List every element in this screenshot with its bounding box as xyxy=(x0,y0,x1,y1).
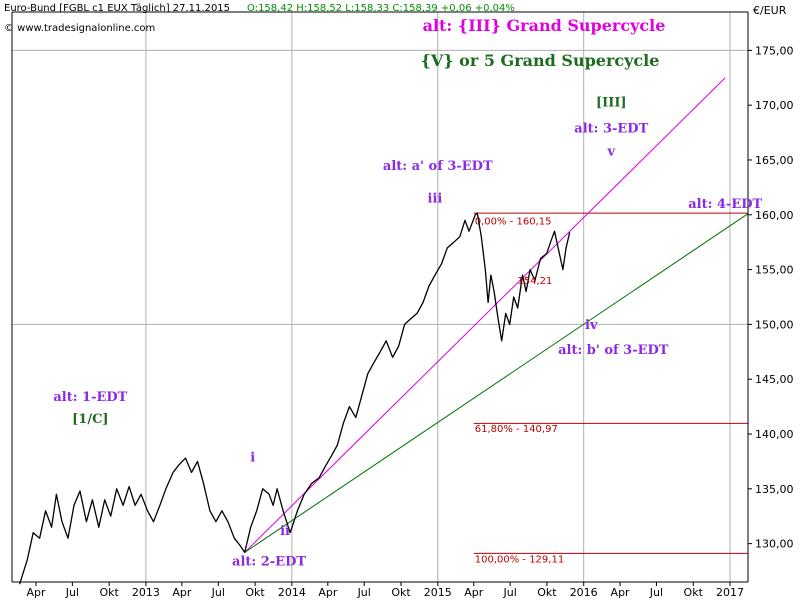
y-tick-label: 135,00 xyxy=(755,483,794,496)
trend-lines xyxy=(244,77,749,553)
annotation-wave-i: i xyxy=(250,450,255,465)
x-tick-label: Jul xyxy=(65,586,79,599)
annotation-alt-2-edt: alt: 2-EDT xyxy=(232,555,306,570)
y-ticks: 130,00 135,00 140,00 145,00 150,00 155,00 160,… xyxy=(748,44,794,551)
magenta-trend-line xyxy=(244,77,726,553)
main-title: {V} or 5 Grand Supercycle xyxy=(421,51,660,70)
x-tick-label: Jul xyxy=(502,586,516,599)
grid-layer xyxy=(12,12,748,582)
alt-title: alt: {III} Grand Supercycle xyxy=(423,16,666,35)
annotation-wave-iii: iii xyxy=(428,192,443,207)
y-tick-label: 150,00 xyxy=(755,318,794,331)
fib-level-label: 61,80% - 140,97 xyxy=(475,424,558,435)
annotation-wave-1-c: [1/C] xyxy=(72,412,108,427)
ohlc-label: O:158,42 H:158,52 L:158,33 C:158,39 +0,0… xyxy=(247,3,515,14)
annotation-wave-v: v xyxy=(606,145,615,160)
x-tick-label: Okt xyxy=(99,586,119,599)
price-series xyxy=(18,212,571,585)
axes xyxy=(11,11,749,583)
annotation-alt-a-of-3-edt: alt: a' of 3-EDT xyxy=(383,159,493,174)
x-tick-label: Apr xyxy=(464,586,484,599)
instrument-label: Euro-Bund [FGBL c1 EUX Täglich] 27.11.20… xyxy=(4,3,230,14)
currency-label: €/EUR xyxy=(753,4,787,17)
x-tick-label: 2017 xyxy=(716,586,744,599)
y-tick-label: 160,00 xyxy=(755,209,794,222)
x-tick-label: Okt xyxy=(684,586,704,599)
x-tick-label: Apr xyxy=(318,586,338,599)
price-line xyxy=(18,212,571,585)
y-tick-label: 145,00 xyxy=(755,373,794,386)
x-tick-label: Okt xyxy=(537,586,557,599)
x-tick-label: Apr xyxy=(172,586,192,599)
green-trend-line xyxy=(244,213,749,553)
x-tick-label: Jul xyxy=(211,586,225,599)
x-tick-label: Jul xyxy=(649,586,663,599)
y-tick-label: 170,00 xyxy=(755,99,794,112)
x-ticks: Apr Jul Okt 2013 Apr Jul Okt 2014 Apr Jul Okt 2015 A… xyxy=(26,582,744,599)
x-tick-label: Apr xyxy=(26,586,46,599)
annotation-wave-III: [III] xyxy=(596,95,627,110)
x-tick-label: Okt xyxy=(245,586,265,599)
x-tick-label: Apr xyxy=(611,586,631,599)
x-tick-label: Jul xyxy=(357,586,371,599)
annotation-alt-3-edt: alt: 3-EDT xyxy=(574,122,648,137)
annotation-alt-4-edt: alt: 4-EDT xyxy=(688,197,762,212)
annotation-wave-ii: ii xyxy=(280,524,290,539)
y-tick-label: 175,00 xyxy=(755,44,794,57)
annotation-alt-1-edt: alt: 1-EDT xyxy=(53,390,127,405)
annotation-alt-b-of-3-edt: alt: b' of 3-EDT xyxy=(558,343,669,358)
x-tick-label: 2016 xyxy=(570,586,598,599)
annotation-price-154: 154,21 xyxy=(517,276,552,287)
x-tick-label: 2015 xyxy=(424,586,452,599)
annotation-wave-iv: iv xyxy=(585,318,598,333)
copyright-label: © www.tradesignalonline.com xyxy=(4,23,155,34)
y-tick-label: 155,00 xyxy=(755,264,794,277)
x-tick-label: 2014 xyxy=(278,586,306,599)
fib-levels: 0,00% - 160,15 61,80% - 140,97 100,00% - 1… xyxy=(473,212,748,565)
y-tick-label: 140,00 xyxy=(755,428,794,441)
fib-level-label: 100,00% - 129,11 xyxy=(475,554,564,565)
x-tick-label: 2013 xyxy=(132,586,160,599)
y-tick-label: 130,00 xyxy=(755,538,794,551)
x-tick-label: Okt xyxy=(391,586,411,599)
fib-level-label: 0,00% - 160,15 xyxy=(475,217,552,228)
y-tick-label: 165,00 xyxy=(755,154,794,167)
